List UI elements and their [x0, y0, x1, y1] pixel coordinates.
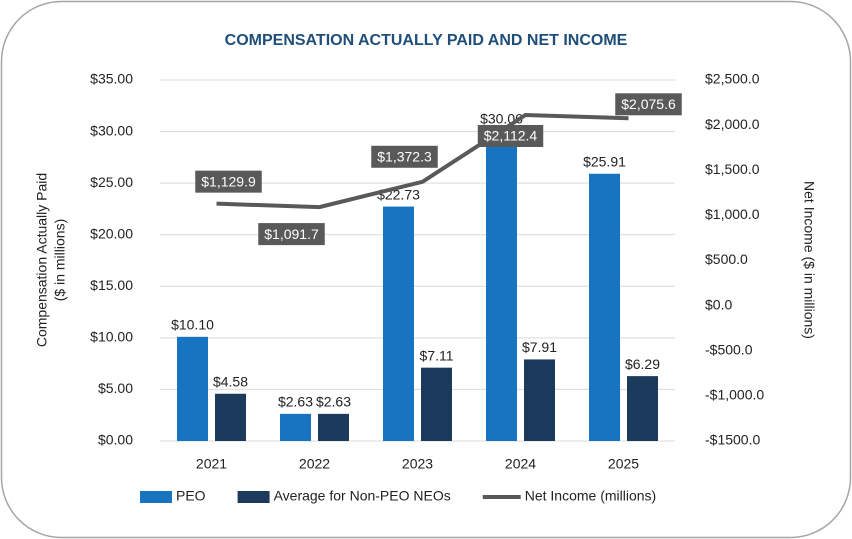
legend-label: Net Income (millions) — [525, 488, 656, 504]
y-tick-label: $0.00 — [98, 432, 133, 448]
bar — [215, 393, 246, 441]
bar — [383, 206, 414, 441]
data-label: $2,075.6 — [621, 96, 676, 112]
y2-axis-title: Net Income ($ in millions) — [801, 181, 817, 339]
data-label-box — [371, 145, 438, 168]
legend-swatch — [237, 491, 270, 503]
data-label-box — [195, 170, 262, 193]
data-label: $1,091.7 — [264, 226, 319, 242]
y2-tick-label: $2,000.0 — [705, 116, 760, 132]
bar — [280, 413, 311, 441]
data-label: $7.91 — [522, 339, 557, 355]
x-tick-label: 2021 — [196, 456, 227, 472]
data-label: $2.63 — [278, 394, 313, 410]
y-tick-label: $15.00 — [90, 277, 133, 293]
data-label: $10.10 — [171, 317, 214, 333]
y-axis-title: ($ in millions) — [52, 219, 68, 301]
data-label: $4.58 — [213, 373, 248, 389]
bar — [177, 336, 208, 441]
y2-tick-label: $0.0 — [705, 296, 732, 312]
y2-tick-label: -$1500.0 — [705, 432, 760, 448]
data-label: $25.91 — [583, 153, 626, 169]
x-tick-label: 2024 — [505, 456, 536, 472]
x-tick-label: 2022 — [299, 456, 330, 472]
line — [216, 112, 629, 210]
legend-swatch — [140, 491, 172, 503]
y2-tick-label: -$1,000.0 — [705, 387, 764, 403]
y-tick-label: $20.00 — [90, 225, 133, 241]
y2-tick-label: -$500.0 — [705, 341, 753, 357]
bar — [627, 376, 658, 441]
bar — [486, 130, 517, 441]
bar — [318, 413, 349, 441]
y-tick-label: $5.00 — [98, 380, 133, 396]
y-tick-label: $10.00 — [90, 329, 133, 345]
data-label: $6.29 — [625, 356, 660, 372]
bar — [589, 173, 620, 442]
legend-label: Average for Non-PEO NEOs — [274, 488, 451, 504]
legend-label: PEO — [176, 488, 206, 504]
y-axis-title: Compensation Actually Paid — [34, 173, 50, 347]
data-label: $1,129.9 — [201, 173, 256, 189]
y2-tick-label: $1,000.0 — [705, 206, 760, 222]
y2-tick-label: $500.0 — [705, 251, 748, 267]
data-label: $2,112.4 — [484, 128, 538, 144]
x-tick-label: 2023 — [402, 456, 433, 472]
data-label: $7.11 — [420, 347, 454, 363]
data-label-box — [258, 223, 325, 246]
y2-tick-label: $2,500.0 — [705, 71, 760, 87]
data-label: $2.63 — [316, 394, 351, 410]
y-tick-label: $30.00 — [90, 122, 133, 138]
y-tick-label: $25.00 — [90, 174, 133, 190]
chart-title: COMPENSATION ACTUALLY PAID AND NET INCOM… — [225, 32, 628, 49]
y-tick-label: $35.00 — [90, 71, 133, 87]
data-label-box — [615, 93, 682, 116]
x-tick-label: 2025 — [608, 456, 639, 472]
data-label-box — [477, 124, 544, 147]
bar — [524, 359, 555, 441]
y2-tick-label: $1,500.0 — [705, 161, 760, 177]
bar — [421, 367, 452, 441]
data-label: $1,372.3 — [377, 148, 432, 164]
